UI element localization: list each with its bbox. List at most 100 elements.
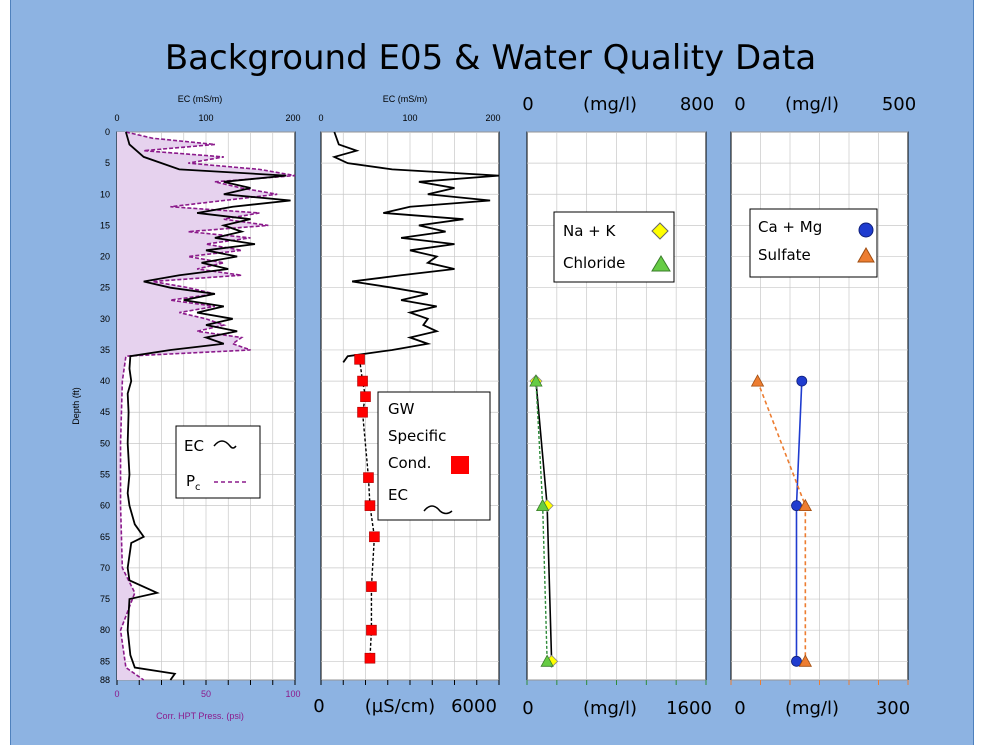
gw-point-8 [366, 624, 377, 636]
p3-bottom-tick-1: 1600 [666, 698, 712, 719]
legend-pc-label: Pc [186, 472, 201, 493]
depth-tick-label-3: 15 [100, 220, 110, 230]
slide-title: Background E05 & Water Quality Data [164, 38, 817, 78]
p1-top-axis-label: EC (mS/m) [178, 94, 223, 104]
gw-point-9 [364, 652, 376, 664]
gw-point-0 [354, 353, 365, 365]
legend-camg-swatch [858, 222, 874, 238]
pc-area-fill [117, 132, 295, 680]
p1-top-tick-1: 100 [198, 113, 213, 123]
legend-ec-label-2: EC [388, 486, 408, 504]
depth-tick-label-6: 30 [100, 314, 110, 324]
p2-top-tick-1: 100 [402, 113, 417, 123]
camg-point-2 [791, 655, 802, 667]
depth-tick-label-8: 40 [100, 376, 110, 386]
depth-tick-label-15: 75 [100, 594, 110, 604]
p3-bottom-tick-0: 0 [522, 698, 533, 719]
sulfate-point-0 [750, 374, 765, 387]
legend-panel-2-box [377, 391, 491, 521]
legend-ec-label-1: EC [184, 437, 204, 455]
depth-tick-labels: 0 5 10 15 20 25 30 35 40 45 50 55 60 65 70 75 80 85 88 [100, 127, 110, 685]
legend-panel-2: GW Specific Cond. EC [377, 391, 491, 521]
p4-top-tick-1: 500 [882, 94, 916, 115]
p2-top-tick-0: 0 [318, 113, 323, 123]
p2-top-tick-2: 200 [485, 113, 500, 123]
legend-ec-swatch-2 [423, 505, 453, 515]
p3-top-tick-1: 800 [680, 94, 714, 115]
sulfate-point-1 [798, 498, 813, 512]
gw-point-4 [363, 472, 374, 483]
camg-point-0 [796, 375, 808, 387]
legend-chloride-swatch [651, 255, 671, 272]
legend-panel-1-box [175, 425, 261, 499]
legend-camg-label: Ca + Mg [758, 218, 822, 236]
pc-line [119, 131, 296, 681]
p3-top-tick-0: 0 [522, 94, 533, 115]
fill-layer [117, 132, 295, 680]
depth-tick-label-11: 55 [100, 470, 110, 480]
gw-point-5 [364, 500, 376, 511]
depth-tick-label-14: 70 [100, 563, 110, 573]
p4-bottom-tick-0: 0 [734, 698, 745, 719]
gw-point-7 [366, 581, 377, 592]
p1-bottom-tick-1: 50 [201, 689, 211, 699]
depth-tick-label-16: 80 [100, 625, 110, 635]
legend-panel-3: Na + K Chloride [553, 211, 675, 283]
gw-point-3 [357, 406, 368, 418]
p2-bottom-tick-1: 6000 [451, 696, 497, 717]
legend-nak-label: Na + K [563, 222, 617, 240]
depth-tick-label-18: 88 [100, 675, 110, 685]
depth-tick-label-12: 60 [100, 501, 110, 511]
p4-bottom-axis-label: (mg/l) [785, 698, 839, 719]
sulfate-point-2 [798, 654, 813, 667]
depth-axis-label: Depth (ft) [71, 387, 81, 425]
gw-line [358, 359, 376, 659]
p1-bottom-axis-label: Corr. HPT Press. (psi) [156, 711, 244, 721]
chloride-point-2 [540, 654, 554, 667]
chloride-point-1 [535, 498, 550, 512]
legend-sulfate-swatch [857, 246, 875, 263]
ec-line-panel-1 [125, 131, 291, 681]
legend-panel-1: EC Pc [175, 425, 261, 499]
p3-bottom-axis-label: (mg/l) [583, 698, 637, 719]
p2-bottom-axis-label: (µS/cm) [365, 696, 435, 717]
gw-point-6 [369, 531, 380, 543]
p2-top-axis-label: EC (mS/m) [383, 94, 428, 104]
p4-top-tick-0: 0 [734, 94, 745, 115]
depth-tick-label-0: 0 [105, 127, 110, 137]
legend-chloride-label: Chloride [563, 254, 625, 272]
p1-bottom-tick-2: 100 [285, 689, 300, 699]
depth-tick-label-17: 85 [100, 656, 110, 666]
depth-tick-label-10: 50 [100, 438, 110, 448]
p1-bottom-tick-0: 0 [114, 689, 119, 699]
legend-gw-line1: GW [388, 400, 415, 418]
legend-pc-base: P [186, 472, 195, 490]
legend-pc-sub: c [195, 482, 201, 493]
legend-panel-4: Ca + Mg Sulfate [749, 208, 878, 278]
p4-top-axis-label: (mg/l) [785, 94, 839, 115]
legend-nak-swatch [651, 222, 669, 240]
legend-gw-line3: Cond. [388, 454, 431, 472]
depth-tick-label-4: 20 [100, 252, 110, 262]
legend-ec-swatch-1 [213, 440, 237, 449]
p1-top-tick-2: 200 [285, 113, 300, 123]
chloride-line [535, 381, 548, 662]
p3-top-axis-label: (mg/l) [583, 94, 637, 115]
camg-point-1 [791, 500, 802, 512]
p2-bottom-tick-0: 0 [313, 696, 324, 717]
legend-gw-swatch [451, 456, 469, 474]
legend-gw-line2: Specific [388, 427, 446, 445]
p4-bottom-tick-1: 300 [876, 698, 910, 719]
marker-layer [354, 353, 813, 668]
ec-line-panel-2 [331, 131, 500, 363]
depth-tick-label-13: 65 [100, 532, 110, 542]
depth-tick-label-9: 45 [100, 407, 110, 417]
gw-point-1 [357, 375, 368, 387]
depth-tick-label-2: 10 [100, 189, 110, 199]
depth-tick-label-5: 25 [100, 283, 110, 293]
gw-point-2 [360, 391, 371, 402]
legend-sulfate-label: Sulfate [758, 246, 811, 264]
depth-tick-label-7: 35 [100, 345, 110, 355]
